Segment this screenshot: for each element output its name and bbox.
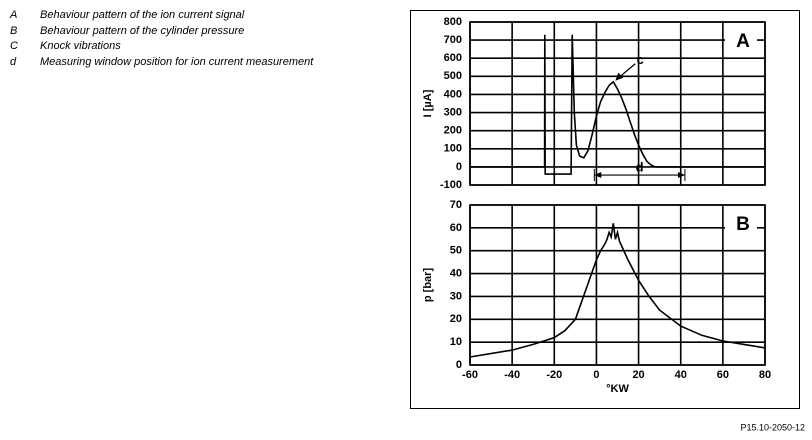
panel-label-bg [725,213,757,235]
y-tick-label: 60 [450,222,462,234]
y-axis-label: I [µA] [422,89,434,117]
panel-label: B [736,214,750,235]
x-tick-label: 40 [675,369,687,381]
legend-key: A [10,9,18,21]
legend-row: d Measuring window position for ion curre… [10,55,313,71]
y-tick-label: 800 [444,16,462,28]
arrow-head [615,72,624,81]
y-tick-label: 400 [444,88,462,100]
legend-text: Knock vibrations [40,40,121,52]
legend-text: Behaviour pattern of the ion current sig… [40,9,245,21]
plot-frame [469,204,766,366]
x-tick-label: 0 [593,369,599,381]
y-tick-label: 600 [444,52,462,64]
legend-row: B Behaviour pattern of the cylinder press… [10,24,313,40]
panel-label: A [736,31,750,52]
legend: A Behaviour pattern of the ion current si… [10,8,313,70]
x-tick-label: 60 [717,369,729,381]
x-tick-label: 80 [759,369,771,381]
legend-text: Behaviour pattern of the cylinder pressu… [40,24,245,37]
figure-id: P15.10-2050-12 [740,422,805,432]
y-tick-label: 10 [450,336,462,348]
y-tick-label: 0 [456,161,462,173]
y-tick-label: 30 [450,290,462,302]
x-tick-label: -40 [504,369,520,381]
y-tick-label: 700 [444,34,462,46]
legend-key: C [10,40,18,52]
panel-label-bg [725,30,757,52]
legend-text: Measuring window position for ion curren… [40,55,314,68]
y-tick-label: 200 [444,125,462,137]
data-line [469,223,766,358]
y-tick-label: 50 [450,245,462,257]
legend-row: C Knock vibrations [10,39,313,55]
legend-key: d [10,55,17,68]
x-tick-label: -60 [462,369,478,381]
legend-key: B [10,24,18,37]
legend-row: A Behaviour pattern of the ion current si… [10,8,313,24]
x-tick-label: -20 [546,369,562,381]
y-tick-label: 500 [444,70,462,82]
x-axis-label: °KW [606,383,629,395]
y-tick-label: 100 [444,143,462,155]
data-line [470,34,765,175]
y-axis-label: p [bar] [422,268,434,303]
figure-frame [410,10,800,409]
annotation-label: c [637,52,644,67]
y-tick-label: 0 [456,359,462,371]
plot-frame [469,21,766,186]
y-tick-label: 70 [450,199,462,211]
y-tick-label: -100 [440,179,462,191]
x-tick-label: 20 [632,369,644,381]
y-tick-label: 300 [444,106,462,118]
y-tick-label: 20 [450,313,462,325]
y-tick-label: 40 [450,267,462,279]
annotation-label: d [636,159,644,174]
